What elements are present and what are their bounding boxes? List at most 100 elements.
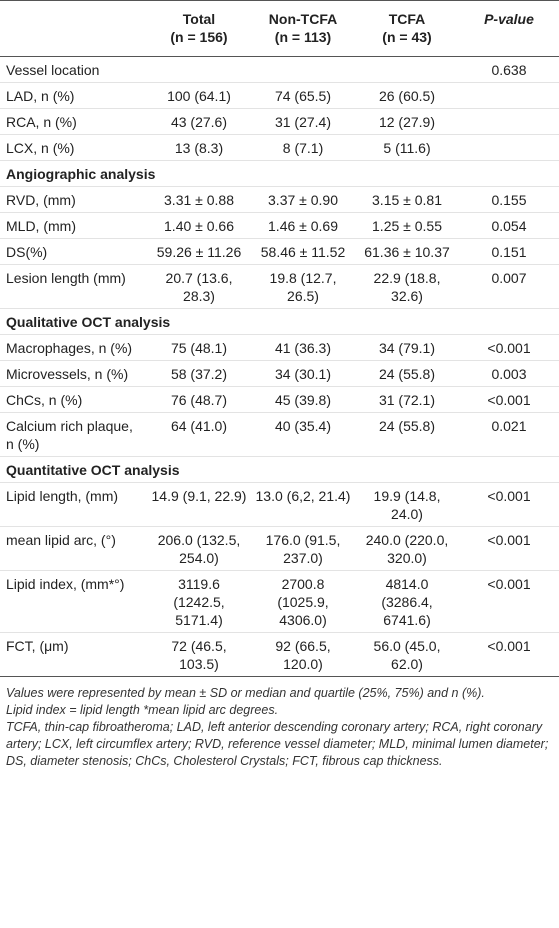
header-cell: P-value <box>459 0 559 57</box>
row-label: DS(%) <box>0 238 147 265</box>
table-cell: 3.31 ± 0.88 <box>147 186 251 213</box>
table-cell: 13.0 (6,2, 21.4) <box>251 482 355 527</box>
row-label: LAD, n (%) <box>0 82 147 109</box>
table-cell: 76 (48.7) <box>147 386 251 413</box>
table-cell: 0.155 <box>459 186 559 213</box>
header-cell <box>0 0 147 57</box>
table-cell: 43 (27.6) <box>147 108 251 135</box>
table-cell: 1.40 ± 0.66 <box>147 212 251 239</box>
table-cell: 0.054 <box>459 212 559 239</box>
table-row: Microvessels, n (%) 58 (37.2) 34 (30.1) 24 … <box>0 360 559 387</box>
table-cell <box>147 56 251 83</box>
table-row: MLD, (mm) 1.40 ± 0.66 1.46 ± 0.69 1.25 ± 0.… <box>0 212 559 239</box>
table-body: Vessel location 0.638 LAD, n (%) 100 (64.1)… <box>0 56 559 677</box>
table-cell <box>251 56 355 83</box>
header-cell: Non-TCFA (n = 113) <box>251 0 355 57</box>
table-cell: 31 (72.1) <box>355 386 459 413</box>
table-cell: 31 (27.4) <box>251 108 355 135</box>
table-cell: 75 (48.1) <box>147 334 251 361</box>
table-cell: 72 (46.5, 103.5) <box>147 632 251 677</box>
table-row: LCX, n (%) 13 (8.3) 8 (7.1) 5 (11.6) <box>0 134 559 161</box>
table-cell: 24 (55.8) <box>355 412 459 457</box>
table-cell: <0.001 <box>459 334 559 361</box>
table-cell: 12 (27.9) <box>355 108 459 135</box>
table-cell: 1.25 ± 0.55 <box>355 212 459 239</box>
table-cell: 0.007 <box>459 264 559 309</box>
row-label: Lesion length (mm) <box>0 264 147 309</box>
footnote: Lipid index = lipid length *mean lipid a… <box>6 703 279 717</box>
section-row: Angiographic analysis <box>0 160 559 187</box>
table-cell: 58.46 ± 11.52 <box>251 238 355 265</box>
column-name: Non-TCFA <box>268 11 338 27</box>
table-row: Lesion length (mm) 20.7 (13.6, 28.3) 19.8 … <box>0 264 559 309</box>
table-cell: 14.9 (9.1, 22.9) <box>147 482 251 527</box>
table-cell: 26 (60.5) <box>355 82 459 109</box>
table-cell: <0.001 <box>459 386 559 413</box>
row-label: FCT, (μm) <box>0 632 147 677</box>
table-row: LAD, n (%) 100 (64.1) 74 (65.5) 26 (60.5) <box>0 82 559 109</box>
table-cell: 20.7 (13.6, 28.3) <box>147 264 251 309</box>
table-cell: 0.003 <box>459 360 559 387</box>
table-cell: 1.46 ± 0.69 <box>251 212 355 239</box>
column-count: (n = 156) <box>170 29 228 45</box>
table-cell: 74 (65.5) <box>251 82 355 109</box>
table-cell: 41 (36.3) <box>251 334 355 361</box>
table-cell: 3.15 ± 0.81 <box>355 186 459 213</box>
row-label: RVD, (mm) <box>0 186 147 213</box>
table-cell: 5 (11.6) <box>355 134 459 161</box>
table-cell: 206.0 (132.5, 254.0) <box>147 526 251 571</box>
table-cell <box>459 108 559 135</box>
table-row: RCA, n (%) 43 (27.6) 31 (27.4) 12 (27.9) <box>0 108 559 135</box>
row-label: RCA, n (%) <box>0 108 147 135</box>
section-row: Qualitative OCT analysis <box>0 308 559 335</box>
row-label: MLD, (mm) <box>0 212 147 239</box>
table-cell: 4814.0 (3286.4, 6741.6) <box>355 570 459 633</box>
table-row: RVD, (mm) 3.31 ± 0.88 3.37 ± 0.90 3.15 ± 0.… <box>0 186 559 213</box>
section-title: Angiographic analysis <box>0 160 559 187</box>
table-cell: 34 (79.1) <box>355 334 459 361</box>
table-cell: 22.9 (18.8, 32.6) <box>355 264 459 309</box>
table-cell: 0.151 <box>459 238 559 265</box>
row-label: Lipid length, (mm) <box>0 482 147 527</box>
footnote: TCFA, thin-cap fibroatheroma; LAD, left … <box>6 720 549 768</box>
table-row: FCT, (μm) 72 (46.5, 103.5) 92 (66.5, 120.0… <box>0 632 559 677</box>
table-cell: <0.001 <box>459 526 559 571</box>
table-cell: 13 (8.3) <box>147 134 251 161</box>
table-cell <box>355 56 459 83</box>
footnote: Values were represented by mean ± SD or … <box>6 686 485 700</box>
table-cell: 3119.6 (1242.5, 5171.4) <box>147 570 251 633</box>
table-cell: 64 (41.0) <box>147 412 251 457</box>
row-label: LCX, n (%) <box>0 134 147 161</box>
table-row: Lipid length, (mm) 14.9 (9.1, 22.9) 13.0 (… <box>0 482 559 527</box>
table-cell: 59.26 ± 11.26 <box>147 238 251 265</box>
table-cell: 8 (7.1) <box>251 134 355 161</box>
table-cell: 40 (35.4) <box>251 412 355 457</box>
table-row: Macrophages, n (%) 75 (48.1) 41 (36.3) 34 (… <box>0 334 559 361</box>
table-cell: 58 (37.2) <box>147 360 251 387</box>
table-cell <box>459 82 559 109</box>
table-row: Lipid index, (mm*°) 3119.6 (1242.5, 5171.… <box>0 570 559 633</box>
row-label: Calcium rich plaque, n (%) <box>0 412 147 457</box>
column-name: P-value <box>484 11 534 27</box>
column-count: (n = 43) <box>382 29 432 45</box>
table-cell: 92 (66.5, 120.0) <box>251 632 355 677</box>
table-cell: 24 (55.8) <box>355 360 459 387</box>
column-count: (n = 113) <box>274 29 332 45</box>
row-label: Microvessels, n (%) <box>0 360 147 387</box>
table-cell: <0.001 <box>459 482 559 527</box>
table-cell: <0.001 <box>459 570 559 633</box>
data-table: Total (n = 156) Non-TCFA (n = 113) TCFA (n = … <box>0 0 559 677</box>
table-row: Vessel location 0.638 <box>0 56 559 83</box>
table-row: Calcium rich plaque, n (%) 64 (41.0) 40 (3… <box>0 412 559 457</box>
table-cell: 176.0 (91.5, 237.0) <box>251 526 355 571</box>
table-cell: 19.9 (14.8, 24.0) <box>355 482 459 527</box>
header-row: Total (n = 156) Non-TCFA (n = 113) TCFA (n = … <box>0 0 559 57</box>
table-cell: <0.001 <box>459 632 559 677</box>
column-name: Total <box>182 11 216 27</box>
table-row: DS(%) 59.26 ± 11.26 58.46 ± 11.52 61.36 ± 1… <box>0 238 559 265</box>
row-label: ChCs, n (%) <box>0 386 147 413</box>
row-label: Macrophages, n (%) <box>0 334 147 361</box>
section-row: Quantitative OCT analysis <box>0 456 559 483</box>
header-cell: TCFA (n = 43) <box>355 0 459 57</box>
